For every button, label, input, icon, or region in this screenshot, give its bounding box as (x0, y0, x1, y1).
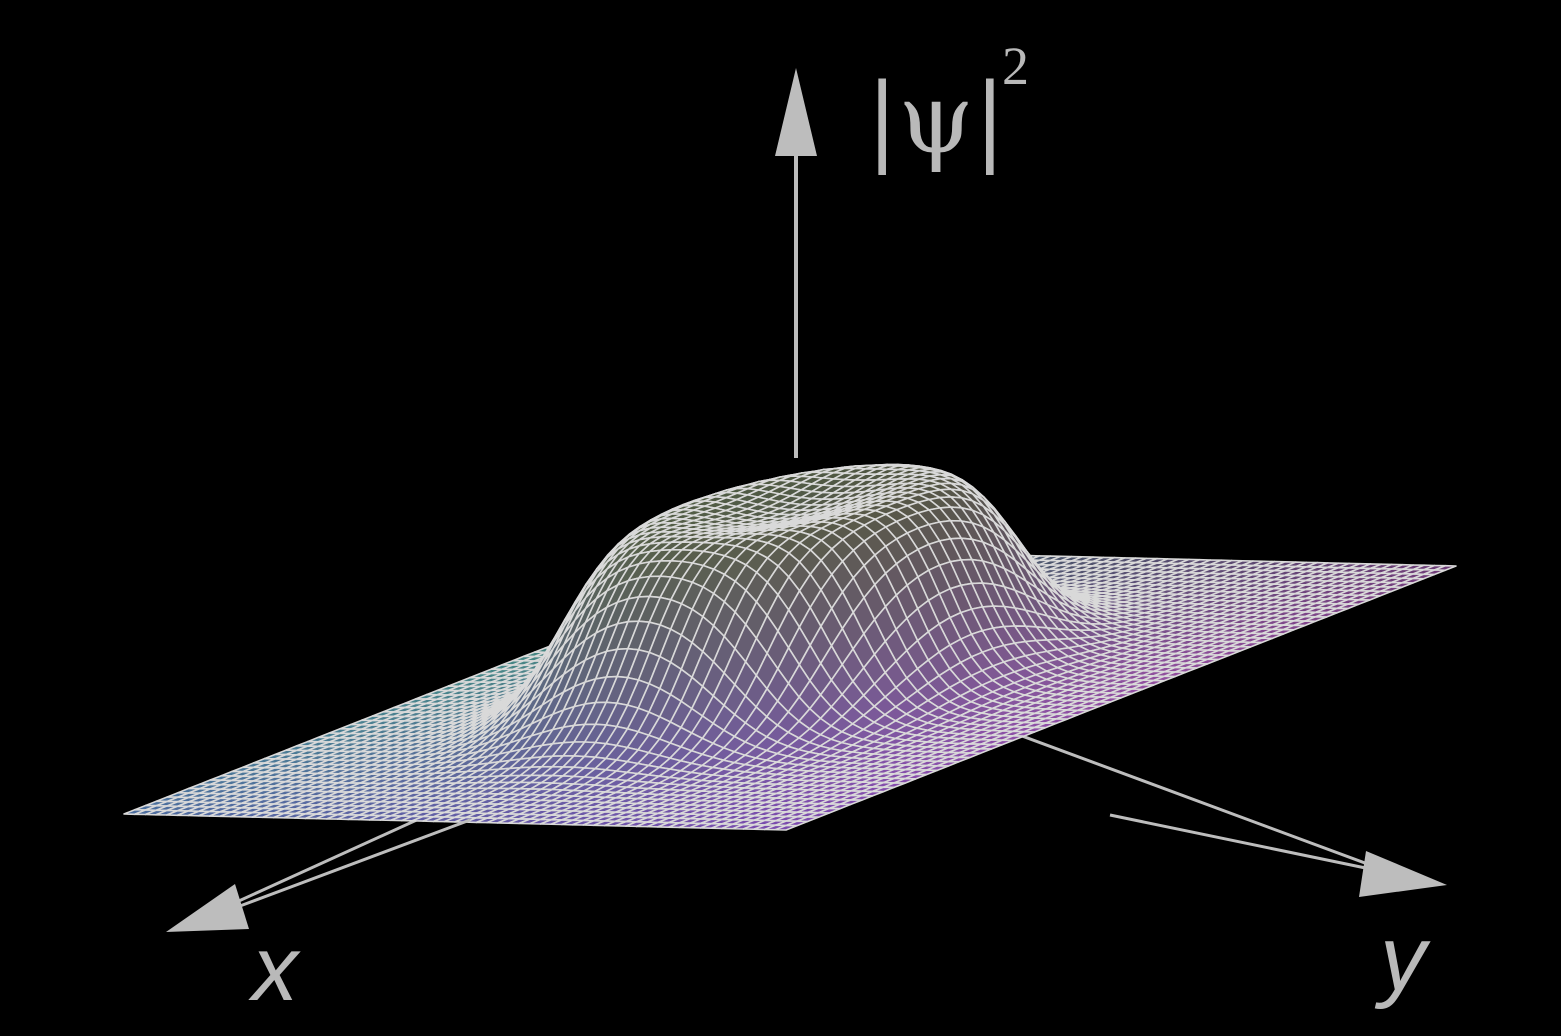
y-axis-arrowhead (1359, 851, 1447, 897)
x-axis-line-front (239, 818, 471, 908)
mesh-cell (774, 824, 798, 831)
z-axis-label: |ψ| (866, 63, 1006, 175)
y-axis-line-front (1109, 813, 1381, 873)
wavefunction-surface-mesh (123, 463, 1457, 831)
z-axis-power-label: 2 (1002, 36, 1029, 96)
x-axis-arrowhead (166, 884, 249, 932)
z-axis-arrowhead (775, 68, 817, 156)
y-axis-label: y (1374, 908, 1431, 1010)
axes-front (166, 68, 1447, 932)
x-axis-label: x (248, 918, 301, 1020)
